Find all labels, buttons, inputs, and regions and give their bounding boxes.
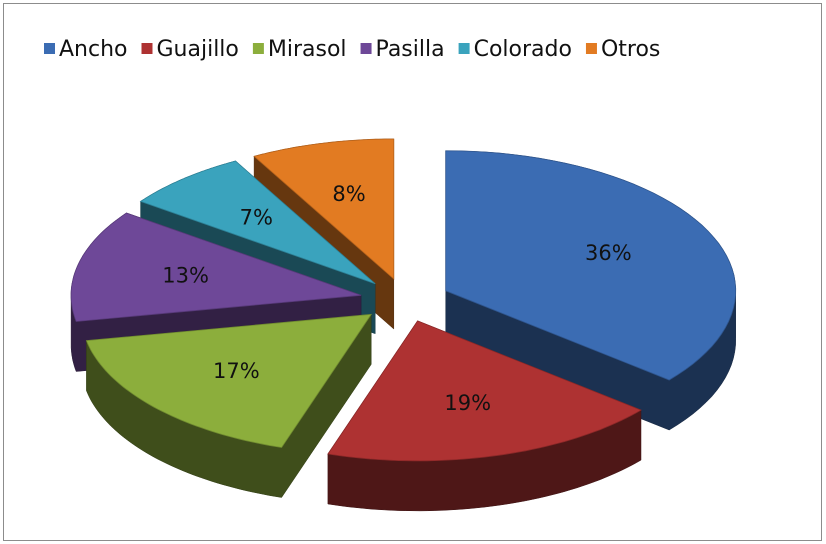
legend-text: Otros [601,37,660,62]
slice-label: 8% [332,182,365,206]
pie: 36% 19% 17% 13% 7% 8% [70,138,737,512]
slice [139,160,376,285]
slice [445,150,737,381]
legend-swatch [585,43,597,54]
legend-text: Colorado [474,37,572,62]
slice-label: 17% [213,359,260,383]
legend-text: Mirasol [268,37,347,62]
slice-label: 36% [585,241,632,265]
legend-swatch [44,43,55,54]
slice [327,320,642,462]
slice [70,212,362,322]
legend: Ancho Guajillo Mirasol Pasilla Colorado Otros [44,37,660,62]
legend-text: Ancho [59,37,128,62]
slice [253,138,395,280]
legend-text: Pasilla [376,37,445,62]
slice-label: 7% [240,206,273,230]
legend-swatch [141,43,153,54]
slice [85,313,373,448]
legend-text: Guajillo [157,37,239,62]
legend-swatch [252,43,264,54]
legend-swatch [360,43,372,54]
legend-swatch [458,43,470,54]
slice-label: 19% [444,391,491,415]
slice-label: 13% [162,263,209,287]
